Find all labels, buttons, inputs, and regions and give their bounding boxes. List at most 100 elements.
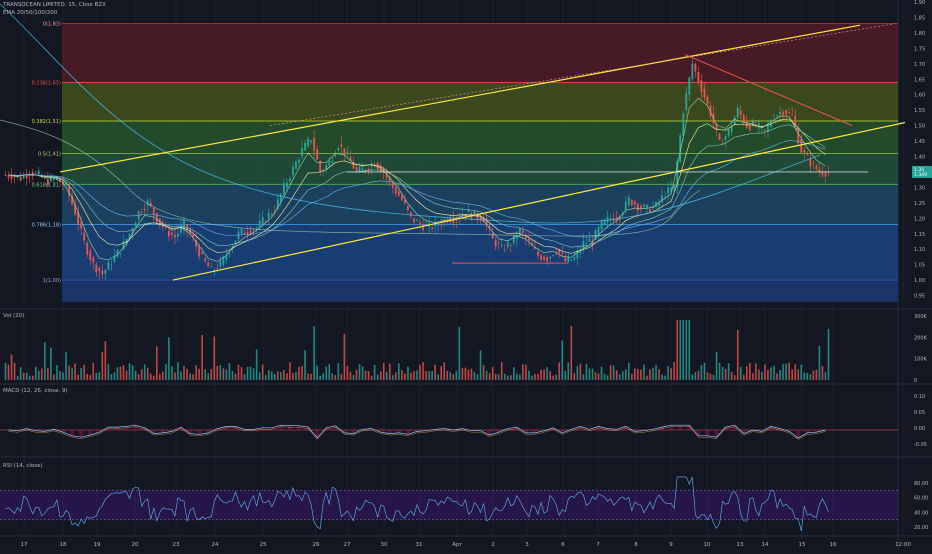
candle-body [53,178,55,181]
candle-body [34,172,37,174]
volume-bar [337,363,340,380]
macd-histogram-bar [560,430,565,433]
macd-histogram-bar [351,430,356,434]
candle-body [83,232,86,241]
volume-bar [779,370,781,380]
volume-bar [352,375,355,380]
candle-body [264,221,267,223]
volume-bar [552,375,554,380]
volume-label: Vol (20) [3,313,24,319]
macd-histogram-bar [759,430,764,432]
volume-bar [649,369,651,380]
volume-bar [558,362,561,380]
volume-bar [125,370,128,380]
candle-body [570,259,573,261]
candle-body [65,183,67,185]
volume-bar [16,375,19,380]
candle-body [98,267,101,272]
volume-bar [800,364,803,380]
ema-100-line [0,119,701,237]
volume-bar [367,371,370,380]
candle-body [528,238,530,241]
candle-body [207,262,210,267]
candle-body [531,243,533,246]
volume-bar [749,362,751,380]
volume-bar [71,367,73,380]
volume-bar [609,365,612,380]
volume-bar [59,371,61,380]
candle-body [213,269,216,271]
candle-body [379,165,382,173]
volume-bar [488,373,491,380]
volume-bar [222,368,225,380]
candle-body [785,110,788,115]
volume-bar [549,371,551,380]
volume-bar [155,346,158,380]
volume-bar [522,364,524,380]
candle-body [658,201,660,206]
candle-body [770,122,772,127]
macd-histogram-bar [324,427,329,430]
candle-body [794,116,797,127]
candle-body [718,133,721,140]
volume-bar [745,366,748,380]
candle-body [624,201,627,211]
candle-body [751,121,754,126]
volume-bar [355,369,358,380]
volume-bar [25,372,28,380]
candle-body [788,112,791,114]
candle-body [636,203,639,211]
candle-body [328,161,331,166]
volume-bar [797,369,800,380]
volume-bar [382,362,385,380]
macd-histogram-bar [278,425,283,430]
volume-bar [340,373,343,380]
candle-body [292,166,294,176]
volume-bar [267,370,270,380]
price-tick: 1.45 [914,139,925,145]
volume-bar [89,375,92,380]
candle-body [80,222,83,229]
volume-bar [600,366,603,380]
volume-bar [461,367,464,380]
candle-body [225,255,228,260]
volume-bar [104,341,107,380]
volume-bar [531,375,533,380]
candle-body [400,195,403,200]
volume-bar [476,374,479,380]
volume-bar [404,373,406,380]
candle-body [71,195,73,205]
volume-bar [240,367,243,380]
price-tick: 1.50 [914,124,925,130]
volume-bar [643,364,645,380]
macd-histogram-bar [297,425,301,430]
candle-body [497,243,500,244]
candle-body [322,170,325,172]
volume-bar [370,375,373,380]
macd-histogram-bar [369,428,374,430]
macd-histogram-bar [197,430,202,435]
macd-histogram-bar [623,426,628,430]
volume-bar [119,366,122,380]
candle-body [89,250,92,261]
volume-bar [570,325,573,380]
fib-zone [62,82,898,121]
volume-bar [434,364,436,380]
volume-bar [44,342,46,380]
volume-bar [419,364,421,380]
candle-body [791,114,794,116]
price-tick: 1.40 [914,155,925,161]
candle-body [667,187,670,194]
candle-body [736,107,739,118]
volume-bar [537,373,539,380]
upper-trend-line [59,24,861,173]
volume-bar [621,371,624,380]
candle-body [255,227,258,229]
volume-bar [694,371,697,380]
candle-body [782,112,785,115]
macd-histogram-bar [442,428,447,430]
candle-body [307,138,309,147]
macd-histogram-bar [160,430,165,433]
candle-body [397,191,400,197]
